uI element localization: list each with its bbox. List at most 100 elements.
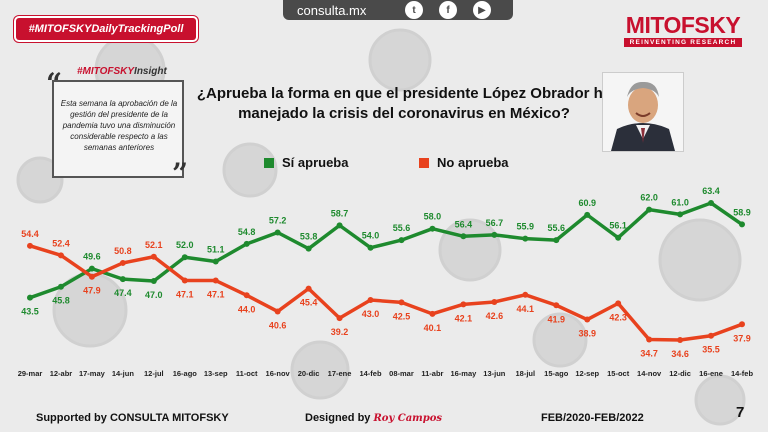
legend-disapprove: No aprueba [419, 155, 509, 170]
insight-title-prefix: #MITOFSKY [77, 66, 135, 77]
data-point-approve [367, 244, 374, 251]
insight-box [52, 80, 184, 178]
data-label-approve: 43.5 [21, 307, 39, 317]
x-tick-label: 18-jul [516, 369, 536, 378]
twitter-icon[interactable]: t [405, 1, 423, 19]
data-point-disapprove [243, 292, 250, 299]
data-point-disapprove [553, 302, 560, 309]
data-point-disapprove [584, 316, 591, 323]
data-point-approve [584, 211, 591, 218]
data-label-disapprove: 34.7 [640, 349, 658, 359]
data-label-approve: 58.9 [733, 207, 751, 217]
data-label-approve: 58.0 [424, 212, 442, 222]
legend-disapprove-swatch [419, 157, 429, 168]
x-tick-label: 12-jul [144, 369, 164, 378]
data-point-disapprove [274, 308, 281, 315]
data-label-approve: 51.1 [207, 245, 225, 255]
data-point-approve [398, 237, 405, 244]
legend-disapprove-label: No aprueba [437, 155, 509, 170]
series-line-disapprove [28, 244, 744, 342]
series-line-approve [28, 201, 744, 300]
close-quote-icon: ” [172, 157, 189, 190]
data-label-disapprove: 50.8 [114, 246, 132, 256]
data-label-disapprove: 45.4 [300, 298, 318, 308]
data-point-disapprove [212, 277, 219, 284]
x-tick-label: 11-oct [236, 369, 258, 378]
data-point-approve [677, 211, 684, 218]
mitofsky-logo: MITOFSKY REINVENTING RESEARCH [618, 12, 748, 47]
data-label-approve: 56.7 [486, 218, 504, 228]
data-point-disapprove [398, 299, 405, 306]
data-point-approve [553, 237, 560, 244]
x-tick-label: 16-nov [266, 369, 291, 378]
site-link[interactable]: consulta.mx [297, 2, 367, 18]
insight-text: Esta semana la aprobación de la gestión … [60, 99, 178, 152]
data-label-disapprove: 42.3 [609, 312, 627, 322]
data-label-disapprove: 47.1 [207, 290, 225, 300]
data-label-disapprove: 52.4 [52, 238, 70, 248]
x-tick-label: 29-mar [18, 369, 43, 378]
x-tick-label: 16-ago [173, 369, 198, 378]
data-label-approve: 55.6 [393, 223, 411, 233]
data-point-disapprove [739, 321, 745, 328]
data-label-approve: 55.9 [517, 222, 535, 232]
data-point-disapprove [57, 252, 64, 259]
data-label-approve: 63.4 [702, 186, 720, 196]
data-point-approve [305, 245, 312, 252]
x-tick-label: 12-abr [50, 369, 73, 378]
data-point-approve [119, 276, 126, 283]
x-tick-label: 13-jun [483, 369, 506, 378]
data-point-disapprove [150, 253, 157, 260]
data-label-disapprove: 38.9 [578, 329, 596, 339]
data-point-disapprove [429, 310, 436, 317]
facebook-icon[interactable]: f [439, 1, 457, 19]
data-point-disapprove [367, 297, 374, 304]
data-label-disapprove: 41.9 [547, 314, 565, 324]
data-point-disapprove [615, 300, 622, 307]
data-label-disapprove: 40.6 [269, 320, 287, 330]
footer-designed: Designed by Roy Campos [305, 412, 442, 424]
president-portrait [602, 72, 684, 152]
data-point-approve [460, 233, 467, 240]
data-label-approve: 61.0 [671, 197, 689, 207]
data-point-disapprove [305, 285, 312, 292]
data-label-approve: 62.0 [640, 193, 658, 203]
data-label-disapprove: 44.1 [517, 304, 535, 314]
data-point-approve [615, 234, 622, 241]
data-label-disapprove: 39.2 [331, 327, 349, 337]
x-tick-label: 15-ago [544, 369, 569, 378]
x-tick-label: 15-oct [607, 369, 630, 378]
data-label-disapprove: 54.4 [21, 229, 39, 239]
x-tick-label: 12-sep [575, 369, 599, 378]
data-label-approve: 47.4 [114, 288, 132, 298]
data-label-disapprove: 37.9 [733, 333, 751, 343]
legend-approve: Sí aprueba [264, 155, 348, 170]
x-tick-label: 17-ene [328, 369, 352, 378]
data-label-approve: 55.6 [547, 223, 565, 233]
legend-approve-label: Sí aprueba [282, 155, 349, 170]
data-point-approve [181, 254, 188, 261]
data-point-disapprove [88, 273, 95, 280]
footer-supported: Supported by CONSULTA MITOFSKY [36, 412, 229, 424]
insight-title-suffix: Insight [134, 66, 167, 77]
youtube-icon[interactable]: ▶ [473, 1, 491, 19]
data-point-approve [522, 235, 529, 242]
data-point-approve [646, 206, 653, 213]
x-tick-label: 11-abr [421, 369, 443, 378]
data-label-disapprove: 40.1 [424, 323, 442, 333]
data-point-approve [739, 221, 745, 228]
footer-period: FEB/2020-FEB/2022 [541, 412, 644, 424]
data-label-approve: 60.9 [578, 198, 596, 208]
x-tick-label: 20-dic [298, 369, 320, 378]
x-tick-label: 08-mar [389, 369, 414, 378]
data-point-disapprove [677, 337, 684, 343]
data-label-disapprove: 35.5 [702, 345, 720, 355]
footer-designed-label: Designed by [305, 412, 371, 424]
data-point-disapprove [460, 301, 467, 308]
data-point-disapprove [522, 291, 529, 298]
x-tick-label: 16-ene [699, 369, 723, 378]
x-tick-label: 14-feb [359, 369, 382, 378]
insight-title: #MITOFSKYInsight [77, 66, 167, 77]
survey-question: ¿Aprueba la forma en que el presidente L… [196, 85, 612, 122]
